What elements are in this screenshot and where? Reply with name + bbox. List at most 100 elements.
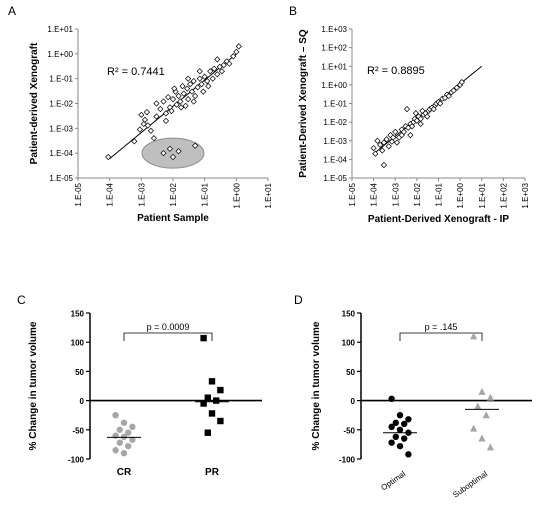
data-point — [194, 84, 201, 91]
data-point — [184, 85, 191, 92]
data-point — [230, 53, 237, 60]
y-tick-label: 1.E-03 — [323, 137, 347, 146]
data-point — [208, 378, 216, 385]
data-point — [396, 426, 404, 433]
data-point — [131, 138, 138, 145]
y-tick-label: 1.E+02 — [321, 44, 347, 53]
data-point — [401, 435, 408, 442]
y-axis-label: Patient-derived Xenograft — [29, 42, 40, 164]
data-point — [220, 62, 227, 69]
data-point — [403, 106, 411, 113]
data-point — [445, 92, 452, 100]
data-point — [388, 423, 395, 431]
y-tick-label: 0 — [80, 397, 85, 406]
data-point — [150, 135, 158, 142]
data-point — [377, 141, 384, 148]
data-point — [217, 417, 224, 425]
y-tick-label: 50 — [75, 368, 84, 377]
data-point — [136, 126, 143, 133]
data-point — [209, 75, 216, 82]
x-tick-label: 1.E-02 — [413, 182, 422, 206]
x-tick-label: 1.E-01 — [201, 182, 210, 206]
panel-label-c: C — [17, 293, 26, 307]
x-category-label: PR — [205, 467, 220, 478]
data-point — [453, 84, 460, 91]
data-point — [120, 433, 128, 441]
r-squared-label: R² = 0.7441 — [107, 66, 165, 78]
y-tick-label: 150 — [71, 310, 85, 319]
x-tick-label: 1.E+03 — [521, 182, 530, 208]
data-point — [190, 77, 197, 85]
x-tick-label: 1.E-04 — [106, 182, 115, 206]
data-point — [125, 429, 132, 436]
data-point — [235, 43, 242, 50]
data-point — [207, 68, 214, 75]
x-tick-label: 1.E+01 — [264, 182, 273, 208]
data-point — [177, 98, 184, 105]
y-tick-label: 1.E+01 — [321, 62, 347, 71]
x-tick-label: 1.E+01 — [478, 182, 487, 208]
x-axis-label: Patient-Derived Xenograft - IP — [368, 214, 509, 225]
y-tick-label: 150 — [342, 310, 356, 319]
data-point — [450, 87, 457, 94]
data-point — [173, 101, 180, 108]
data-point — [474, 402, 482, 410]
x-axis-label: Patient Sample — [137, 213, 209, 224]
data-point — [383, 136, 390, 143]
data-point — [166, 145, 174, 152]
data-point — [169, 96, 177, 103]
x-category-label: Optimal — [379, 469, 407, 492]
data-point — [388, 439, 395, 446]
data-point — [370, 145, 377, 152]
data-point — [392, 419, 399, 426]
data-point — [116, 426, 124, 433]
data-point — [138, 111, 145, 118]
data-point — [213, 397, 220, 404]
data-point — [412, 110, 419, 117]
x-tick-label: 1.E-05 — [348, 182, 357, 206]
y-tick-label: 100 — [71, 339, 85, 348]
data-point — [171, 85, 178, 92]
data-point — [388, 395, 395, 403]
panel-b-chart: 1.E-05 1.E-04 1.E-03 1.E-02 1.E-01 1.E+00 1.E+… — [298, 25, 530, 225]
data-point — [120, 419, 128, 426]
data-point — [380, 161, 388, 169]
data-point — [200, 400, 207, 407]
data-point — [144, 122, 151, 129]
data-point — [169, 153, 177, 161]
data-point — [153, 113, 160, 120]
panel-c-chart: 150 100 50 0 -50 -100 p = 0.0009 CR PR % Change i… — [28, 310, 262, 478]
data-point — [486, 393, 494, 401]
y-tick-label: 1.E-05 — [49, 174, 73, 183]
data-point — [407, 132, 414, 139]
data-point — [160, 98, 167, 105]
y-tick-label: -50 — [343, 426, 355, 435]
x-tick-label: 1.E-04 — [370, 182, 379, 206]
data-point — [405, 416, 412, 423]
data-point — [205, 83, 212, 90]
x-tick-label: 1.E-01 — [435, 182, 444, 206]
data-point — [217, 386, 224, 394]
data-point — [153, 100, 160, 107]
y-tick-label: -100 — [68, 456, 85, 465]
data-point — [162, 110, 170, 117]
panel-label-a: A — [8, 4, 16, 18]
data-point — [180, 90, 187, 97]
data-point — [143, 109, 151, 116]
data-point — [112, 412, 119, 419]
data-point — [214, 56, 221, 63]
x-category-label: Suboptimal — [451, 469, 489, 499]
data-point — [175, 148, 182, 155]
data-point — [116, 439, 124, 446]
x-tick-label: 1.E+02 — [499, 182, 508, 208]
data-point — [125, 442, 132, 450]
data-point — [400, 128, 407, 135]
x-tick-label: 1.E+00 — [456, 182, 465, 208]
panel-label-d: D — [294, 293, 303, 307]
data-point — [147, 127, 154, 134]
data-point — [470, 332, 478, 340]
data-point — [185, 75, 192, 82]
data-point — [200, 88, 207, 95]
data-point — [482, 411, 490, 419]
